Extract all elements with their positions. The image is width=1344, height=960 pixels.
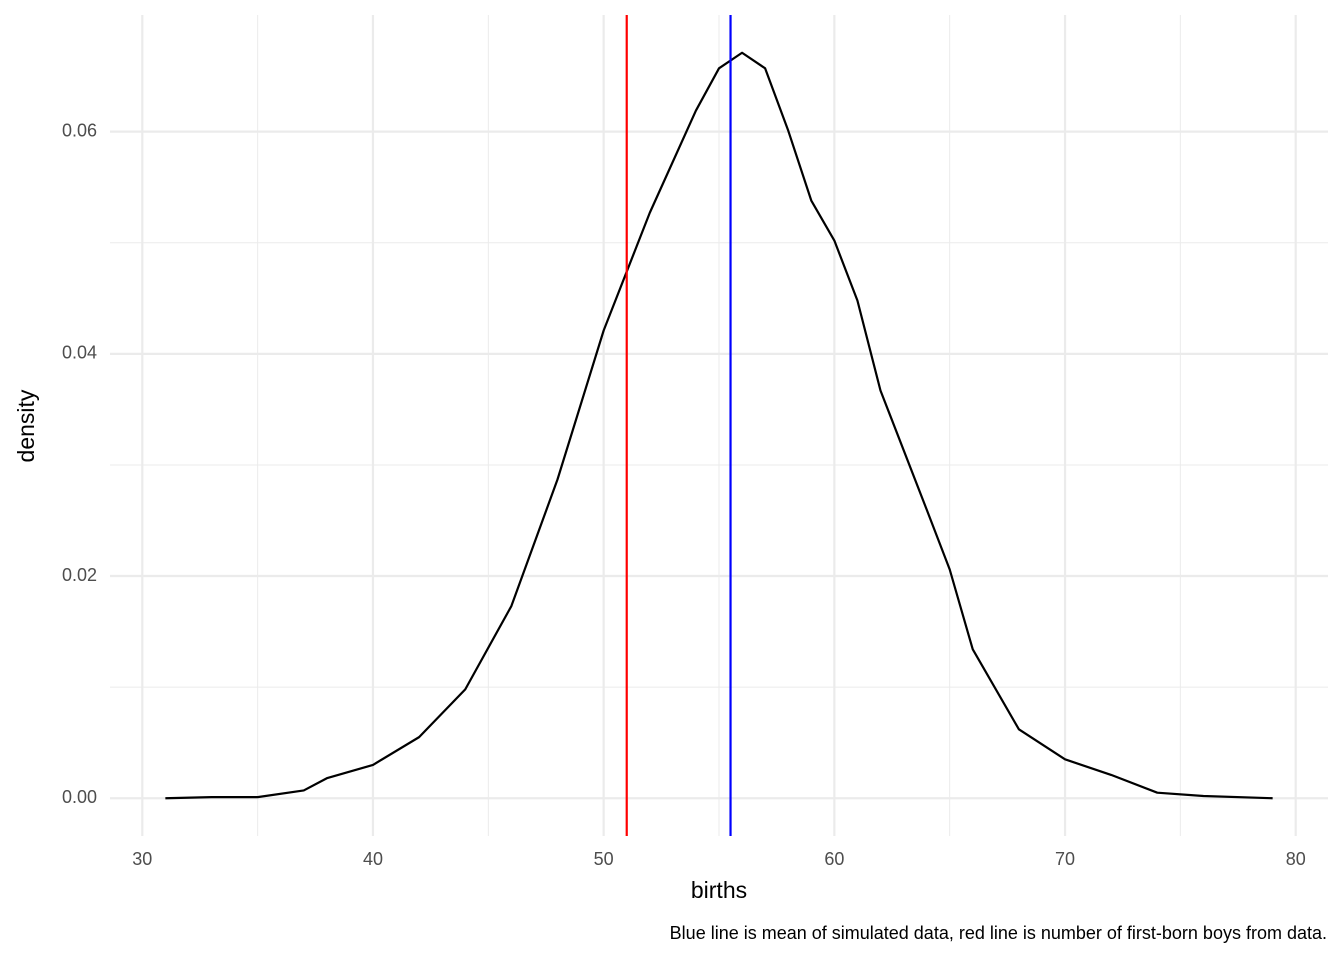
y-tick-label: 0.00 <box>62 787 97 807</box>
x-tick-label: 60 <box>824 849 844 869</box>
x-tick-label: 30 <box>132 849 152 869</box>
x-tick-label: 40 <box>363 849 383 869</box>
density-line <box>165 51 1273 800</box>
x-tick-label: 50 <box>594 849 614 869</box>
caption: Blue line is mean of simulated data, red… <box>670 923 1327 943</box>
y-axis-title: density <box>13 389 39 462</box>
x-tick-label: 70 <box>1055 849 1075 869</box>
x-axis-title: births <box>691 877 747 903</box>
y-tick-label: 0.06 <box>62 120 97 140</box>
y-tick-label: 0.04 <box>62 343 97 363</box>
x-tick-label: 80 <box>1286 849 1306 869</box>
y-tick-label: 0.02 <box>62 565 97 585</box>
